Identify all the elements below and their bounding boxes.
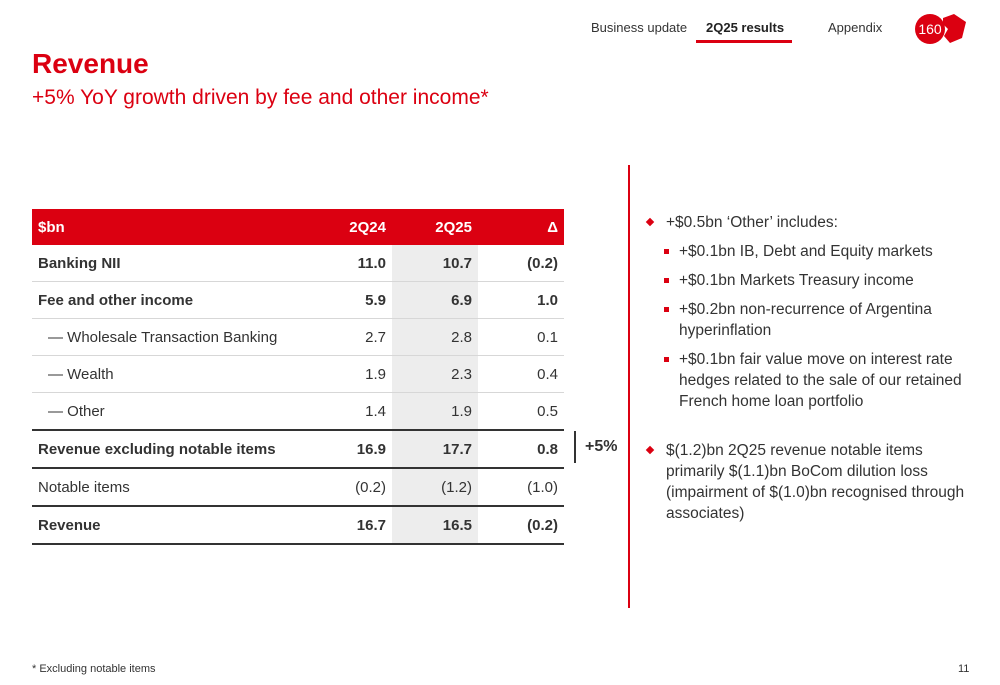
cell-2q25: 10.7 [392, 245, 478, 282]
sub-bullet-text: +$0.1bn IB, Debt and Equity markets [679, 243, 933, 260]
cell-delta: (0.2) [478, 245, 564, 282]
bullet-notable-items: $(1.2)bn 2Q25 revenue notable items prim… [645, 440, 976, 524]
table-header-row: $bn 2Q24 2Q25 Δ [32, 209, 564, 245]
row-revenue: Revenue 16.7 16.5 (0.2) [32, 506, 564, 545]
row-wholesale-transaction-banking: — Wholesale Transaction Banking 2.7 2.8 … [32, 318, 564, 356]
cell-delta: (0.2) [478, 506, 564, 545]
square-bullet-icon [664, 278, 669, 283]
cell-2q24: 1.4 [312, 392, 392, 431]
cell-delta: 0.5 [478, 392, 564, 431]
row-other: — Other 1.4 1.9 0.5 [32, 392, 564, 431]
row-revenue-excluding-notable-items: Revenue excluding notable items 16.9 17.… [32, 430, 564, 469]
square-bullet-icon [664, 307, 669, 312]
row-label: — Wholesale Transaction Banking [32, 318, 312, 356]
page-subtitle: +5% YoY growth driven by fee and other i… [32, 86, 489, 109]
cell-2q24: 16.9 [312, 430, 392, 469]
vertical-divider [628, 165, 630, 608]
cell-2q24: 1.9 [312, 355, 392, 393]
sub-bullet: +$0.1bn IB, Debt and Equity markets [646, 241, 976, 262]
cell-2q25: 1.9 [392, 392, 478, 431]
hsbc-160-logo: 160 [910, 12, 970, 46]
cell-delta: 0.4 [478, 355, 564, 393]
square-bullet-icon [664, 249, 669, 254]
cell-2q24: 2.7 [312, 318, 392, 356]
row-label: Banking NII [32, 245, 312, 282]
row-label: Fee and other income [32, 281, 312, 319]
cell-delta: (1.0) [478, 468, 564, 507]
top-nav: Business update 2Q25 results Appendix [0, 18, 1000, 48]
nav-active-underline [696, 40, 792, 43]
header-2q25: 2Q25 [392, 209, 478, 245]
row-label: Notable items [32, 468, 312, 507]
cell-2q24: 5.9 [312, 281, 392, 319]
header-delta: Δ [478, 209, 564, 245]
bullet-text: $(1.2)bn 2Q25 revenue notable items prim… [666, 442, 965, 522]
row-wealth: — Wealth 1.9 2.3 0.4 [32, 355, 564, 393]
cell-2q24: 16.7 [312, 506, 392, 545]
row-notable-items: Notable items (0.2) (1.2) (1.0) [32, 468, 564, 507]
nav-2q25-results[interactable]: 2Q25 results [706, 20, 785, 35]
cell-2q25: 17.7 [392, 430, 478, 469]
growth-marker-line [574, 431, 576, 463]
logo-text: 160 [918, 21, 942, 37]
sub-bullet-text: +$0.2bn non-recurrence of Argentina hype… [679, 301, 932, 339]
nav-business-update[interactable]: Business update [591, 20, 688, 35]
page-number: 11 [958, 663, 970, 675]
row-label: — Wealth [32, 355, 312, 393]
cell-2q25: (1.2) [392, 468, 478, 507]
growth-label: +5% [585, 438, 618, 455]
row-label: Revenue excluding notable items [32, 430, 312, 469]
row-label: Revenue [32, 506, 312, 545]
row-fee-and-other-income: Fee and other income 5.9 6.9 1.0 [32, 281, 564, 319]
cell-delta: 0.8 [478, 430, 564, 469]
header-unit: $bn [32, 209, 312, 245]
diamond-bullet-icon [645, 217, 655, 227]
footnote: * Excluding notable items [32, 663, 156, 675]
revenue-table: $bn 2Q24 2Q25 Δ Banking NII 11.0 10.7 (0… [32, 209, 564, 545]
cell-2q25: 2.8 [392, 318, 478, 356]
cell-delta: 0.1 [478, 318, 564, 356]
row-banking-nii: Banking NII 11.0 10.7 (0.2) [32, 245, 564, 282]
bullet-other-includes: +$0.5bn ‘Other’ includes: [645, 212, 976, 233]
cell-delta: 1.0 [478, 281, 564, 319]
cell-2q25: 6.9 [392, 281, 478, 319]
header-2q24: 2Q24 [312, 209, 392, 245]
sub-bullet: +$0.1bn Markets Treasury income [646, 270, 976, 291]
square-bullet-icon [664, 357, 669, 362]
cell-2q24: 11.0 [312, 245, 392, 282]
sub-bullet: +$0.1bn fair value move on interest rate… [646, 349, 976, 412]
cell-2q25: 2.3 [392, 355, 478, 393]
nav-appendix[interactable]: Appendix [828, 20, 883, 35]
cell-2q24: (0.2) [312, 468, 392, 507]
sub-bullet-text: +$0.1bn Markets Treasury income [679, 272, 914, 289]
sub-bullet: +$0.2bn non-recurrence of Argentina hype… [646, 299, 976, 341]
bullet-text: +$0.5bn ‘Other’ includes: [666, 214, 838, 231]
page-title: Revenue [32, 48, 149, 79]
cell-2q25: 16.5 [392, 506, 478, 545]
commentary: +$0.5bn ‘Other’ includes: +$0.1bn IB, De… [645, 212, 976, 532]
diamond-bullet-icon [645, 445, 655, 455]
row-label: — Other [32, 392, 312, 431]
sub-bullet-text: +$0.1bn fair value move on interest rate… [679, 351, 962, 410]
